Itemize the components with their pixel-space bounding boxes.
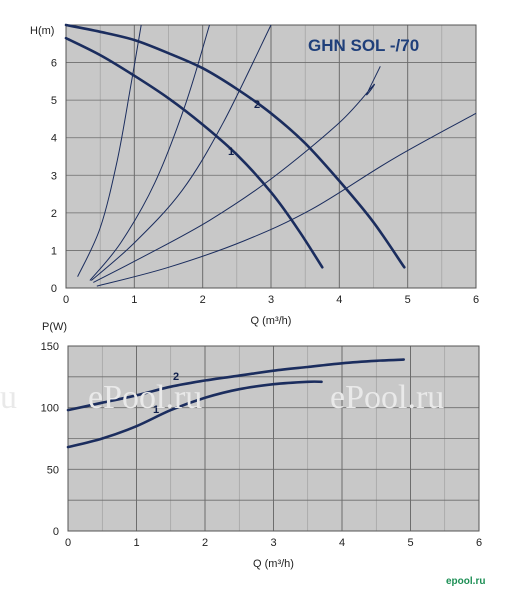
y-tick-label: 0 <box>53 526 59 538</box>
series-2-line <box>66 358 405 412</box>
y-tick-label: 4 <box>51 133 57 145</box>
x-tick-label: 1 <box>131 294 137 306</box>
plot-border <box>67 345 480 532</box>
y-tick-label: 50 <box>47 464 59 476</box>
y-tick-label: 2 <box>51 208 57 220</box>
y-tick-label: 6 <box>51 58 57 70</box>
x-tick-label: 5 <box>405 294 411 306</box>
brand-logo: epool.ru <box>446 576 485 587</box>
power-flow-chart: 1 2 0 1 2 3 4 5 6 0 50 100 150 P(W) Q (m³/h) <box>41 321 482 570</box>
series-2-label: 2 <box>173 371 179 383</box>
x-tick-label: 2 <box>202 537 208 549</box>
chart-title: GHN SOL -/70 <box>308 36 419 55</box>
y-tick-label: 0 <box>51 283 57 295</box>
y-axis-label: H(m) <box>30 25 54 37</box>
x-tick-label: 2 <box>200 294 206 306</box>
y-tick-label: 5 <box>51 95 57 107</box>
x-tick-label: 0 <box>65 537 71 549</box>
plot-border <box>65 24 477 289</box>
series-1-label: 1 <box>228 146 234 158</box>
series-1-line <box>64 36 324 269</box>
system-curve <box>96 112 477 287</box>
series-2-line <box>64 23 406 269</box>
system-curve <box>90 24 272 281</box>
x-tick-label: 6 <box>473 294 479 306</box>
series-1-label: 1 <box>153 404 159 416</box>
x-tick-label: 3 <box>268 294 274 306</box>
watermark-layer: ePool.ru ePool.ru u <box>0 379 444 416</box>
watermark-text: ePool.ru <box>88 379 202 416</box>
x-tick-label: 5 <box>407 537 413 549</box>
y-tick-label: 1 <box>51 245 57 257</box>
x-tick-label: 1 <box>133 537 139 549</box>
head-flow-chart: 1 2 0 1 2 3 4 5 6 0 1 2 3 4 5 6 H(m) Q (m³/h) GHN SOL -/70 <box>30 23 479 327</box>
y-tick-label: 150 <box>41 341 59 353</box>
system-curve <box>93 66 381 283</box>
series-2-label: 2 <box>254 99 260 111</box>
x-tick-label: 4 <box>339 537 345 549</box>
y-tick-label: 3 <box>51 170 57 182</box>
watermark-text: ePool.ru <box>330 379 444 416</box>
system-curve <box>89 24 210 281</box>
x-axis-label: Q (m³/h) <box>251 315 292 327</box>
y-axis-label: P(W) <box>42 321 67 333</box>
x-tick-label: 6 <box>476 537 482 549</box>
watermark-text-partial: u <box>0 379 17 416</box>
system-curve <box>77 24 142 277</box>
x-tick-label: 4 <box>336 294 342 306</box>
series-1-line <box>66 380 323 449</box>
y-tick-label: 100 <box>41 403 59 415</box>
x-axis-label: Q (m³/h) <box>253 558 294 570</box>
x-tick-label: 3 <box>270 537 276 549</box>
x-tick-label: 0 <box>63 294 69 306</box>
